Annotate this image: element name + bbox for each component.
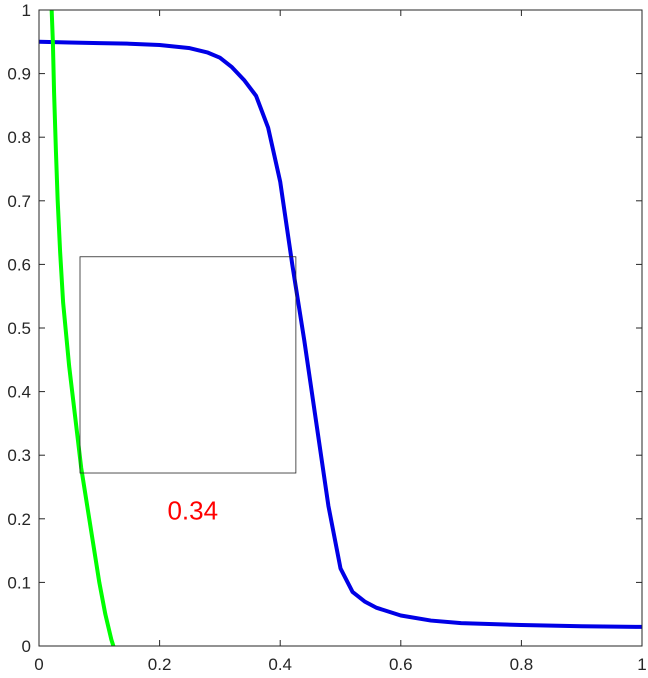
y-tick-label: 0.1 (7, 573, 31, 592)
annotation-box (79, 256, 297, 474)
y-tick-label: 0.5 (7, 319, 31, 338)
x-tick-label: 1 (637, 655, 646, 674)
y-tick-label: 0.7 (7, 192, 31, 211)
y-tick-label: 0.6 (7, 255, 31, 274)
y-tick-label: 0.9 (7, 65, 31, 84)
y-axis: 0 0.1 0.2 0.3 0.4 0.5 0.6 0.7 0.8 0.9 1 (7, 1, 642, 656)
y-tick-label: 1 (22, 1, 31, 20)
x-tick-label: 0 (34, 655, 43, 674)
x-tick-label: 0.2 (148, 655, 172, 674)
y-tick-label: 0.2 (7, 510, 31, 529)
x-tick-label: 0.4 (268, 655, 292, 674)
y-tick-label: 0.8 (7, 128, 31, 147)
green-curve (49, 10, 116, 646)
series-layer (39, 10, 642, 646)
y-tick-label: 0.3 (7, 446, 31, 465)
plot-background (39, 10, 642, 646)
x-tick-label: 0.6 (389, 655, 413, 674)
y-tick-label: 0.4 (7, 383, 31, 402)
x-axis: 0 0.2 0.4 0.6 0.8 1 (34, 10, 647, 674)
x-tick-label: 0.8 (510, 655, 534, 674)
y-tick-label: 0 (22, 637, 31, 656)
blue-curve (39, 39, 642, 629)
annotation-label: 0.34 (167, 495, 218, 525)
